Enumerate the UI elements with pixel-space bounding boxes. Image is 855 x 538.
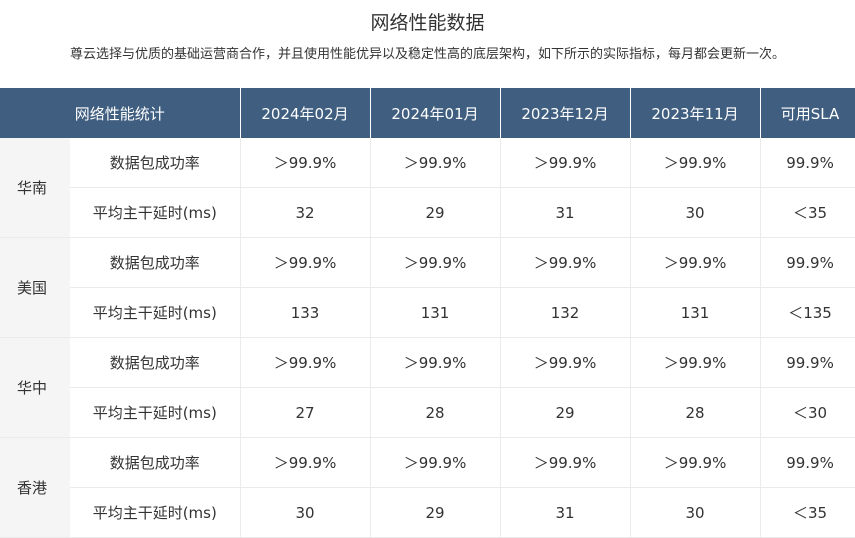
metric-value: ＞99.9% (630, 437, 761, 488)
sla-value: ＜135 (760, 287, 855, 338)
metric-value: 30 (630, 187, 761, 238)
metric-value: ＞99.9% (370, 237, 501, 288)
header-month: 2024年02月 (240, 88, 371, 138)
sla-value: 99.9% (760, 437, 855, 488)
page-description: 尊云选择与优质的基础运营商合作，并且使用性能优异以及稳定性高的底层架构，如下所示… (69, 47, 785, 62)
metric-value: ＞99.9% (370, 337, 501, 388)
table-row: 香港 数据包成功率 ＞99.9% ＞99.9% ＞99.9% ＞99.9% 99… (0, 437, 855, 538)
header-stats-label: 网络性能统计 (0, 88, 241, 138)
table-row: 华南 数据包成功率 ＞99.9% ＞99.9% ＞99.9% ＞99.9% 99… (0, 138, 855, 238)
sla-value: 99.9% (760, 337, 855, 388)
page-header: 网络性能数据 尊云选择与优质的基础运营商合作，并且使用性能优异以及稳定性高的底层… (0, 0, 855, 88)
metric-value: ＞99.9% (240, 337, 371, 388)
metric-value: ＞99.9% (370, 437, 501, 488)
metric-value: ＞99.9% (240, 237, 371, 288)
region-label: 香港 (0, 437, 70, 538)
header-month: 2024年01月 (370, 88, 501, 138)
metric-value: ＞99.9% (500, 138, 631, 188)
sla-value: ＜35 (760, 187, 855, 238)
metric-label: 数据包成功率 (70, 138, 241, 188)
metric-value: 30 (240, 487, 371, 538)
metric-value: 29 (370, 187, 501, 238)
sla-value: 99.9% (760, 138, 855, 188)
metric-value: ＞99.9% (500, 337, 631, 388)
metric-label: 平均主干延时(ms) (70, 387, 241, 438)
metric-value: 28 (370, 387, 501, 438)
header-month: 2023年12月 (500, 88, 631, 138)
table-row: 平均主干延时(ms) 32 29 31 30 ＜35 (0, 187, 855, 238)
table-row: 华中 数据包成功率 ＞99.9% ＞99.9% ＞99.9% ＞99.9% 99… (0, 337, 855, 438)
metric-value: 31 (500, 187, 631, 238)
table-row: 平均主干延时(ms) 27 28 29 28 ＜30 (0, 387, 855, 438)
metric-value: 131 (370, 287, 501, 338)
network-performance-table: 网络性能统计 2024年02月 2024年01月 2023年12月 2023年1… (0, 88, 855, 538)
metric-value: 30 (630, 487, 761, 538)
metric-value: ＞99.9% (630, 237, 761, 288)
metric-value: 29 (370, 487, 501, 538)
metric-value: 32 (240, 187, 371, 238)
metric-value: 133 (240, 287, 371, 338)
metric-value: 131 (630, 287, 761, 338)
sla-value: ＜30 (760, 387, 855, 438)
region-label: 美国 (0, 237, 70, 338)
metric-label: 数据包成功率 (70, 337, 241, 388)
metric-value: ＞99.9% (500, 437, 631, 488)
metric-value: ＞99.9% (630, 337, 761, 388)
metric-value: ＞99.9% (240, 437, 371, 488)
region-label: 华南 (0, 138, 70, 238)
metric-value: 132 (500, 287, 631, 338)
table-header-row: 网络性能统计 2024年02月 2024年01月 2023年12月 2023年1… (0, 88, 855, 138)
metric-value: 31 (500, 487, 631, 538)
metric-value: ＞99.9% (630, 138, 761, 188)
region-label: 华中 (0, 337, 70, 438)
metric-value: 28 (630, 387, 761, 438)
sla-value: ＜35 (760, 487, 855, 538)
table-row: 美国 数据包成功率 ＞99.9% ＞99.9% ＞99.9% ＞99.9% 99… (0, 237, 855, 338)
header-month: 2023年11月 (630, 88, 761, 138)
table-row: 平均主干延时(ms) 30 29 31 30 ＜35 (0, 487, 855, 538)
sla-value: 99.9% (760, 237, 855, 288)
metric-label: 数据包成功率 (70, 237, 241, 288)
metric-value: 27 (240, 387, 371, 438)
metric-value: ＞99.9% (240, 138, 371, 188)
metric-value: 29 (500, 387, 631, 438)
metric-value: ＞99.9% (370, 138, 501, 188)
table-row: 平均主干延时(ms) 133 131 132 131 ＜135 (0, 287, 855, 338)
metric-label: 数据包成功率 (70, 437, 241, 488)
metric-label: 平均主干延时(ms) (70, 187, 241, 238)
header-sla: 可用SLA (760, 88, 855, 138)
metric-label: 平均主干延时(ms) (70, 287, 241, 338)
metric-label: 平均主干延时(ms) (70, 487, 241, 538)
metric-value: ＞99.9% (500, 237, 631, 288)
page-title: 网络性能数据 (370, 12, 485, 34)
